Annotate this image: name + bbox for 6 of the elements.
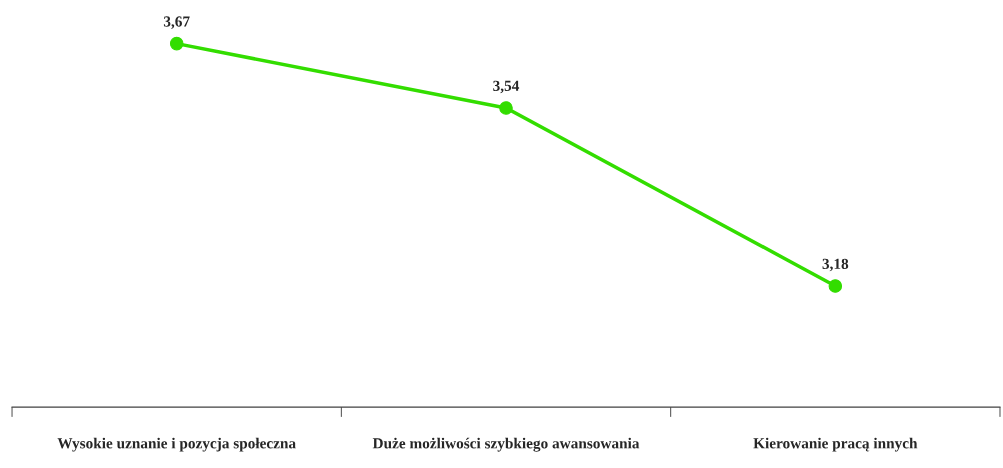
data-label: 3,67	[163, 16, 190, 29]
data-label: 3,18	[822, 258, 849, 272]
x-tick-label: Kierowanie pracą innych	[753, 437, 918, 452]
data-label: 3,54	[493, 80, 520, 94]
x-tick-label: Duże możliwości szybkiego awansowania	[372, 437, 640, 452]
x-tick-label: Wysokie uznanie i pozycja społeczna	[57, 437, 296, 452]
